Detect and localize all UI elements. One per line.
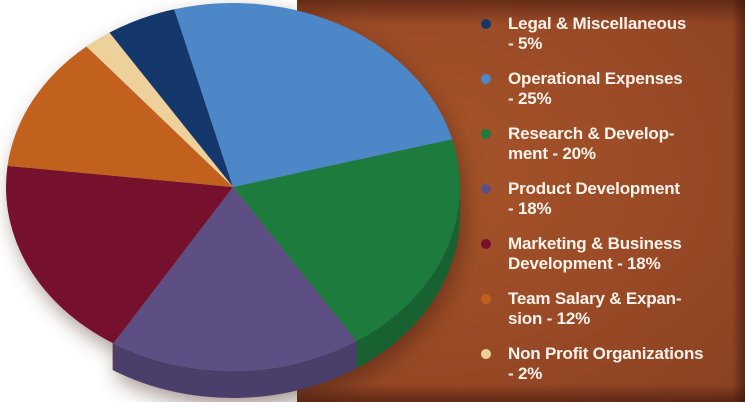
legend-label: - 25% [508,89,552,108]
legend-label: Non Profit Organizations [508,344,704,363]
pie-slice [113,187,357,371]
legend-marker-dot [481,74,491,84]
pie-slice [5,165,233,344]
pie-slice [174,3,453,188]
legend-label: Research & Develop- [508,124,675,143]
legend-label: Development - 18% [508,254,661,273]
legend-label: Legal & Miscellaneous [508,14,687,33]
legend-label: sion - 12% [508,309,591,328]
legend-item: Marketing & Business Development - 18% [481,234,733,274]
pie-slice [86,32,233,187]
legend-item: Product Development - 18% [481,179,733,219]
legend-item: Legal & Miscellaneous - 5% [481,14,733,54]
pie-slice-side [112,343,114,371]
pie-slice [233,139,460,342]
legend-marker-dot [481,349,491,359]
legend-label: ment - 20% [508,144,596,163]
pie-slice-side [356,187,460,369]
legend-item: Research & Develop-ment - 20% [481,124,733,164]
legend-label: Product Development [508,179,680,198]
legend-marker-dot [481,129,491,139]
legend-marker-dot [481,294,491,304]
pie-slice [109,9,233,187]
chart-legend: Legal & Miscellaneous - 5% Operational Exp… [481,14,733,399]
pie-slice [7,46,234,187]
legend-marker-dot [481,184,491,194]
legend-label: - 2% [508,364,543,383]
pie-slice-side [113,341,357,398]
legend-label: - 18% [508,199,552,218]
legend-item: Team Salary & Expan-sion - 12% [481,289,733,329]
legend-label: Marketing & Business [508,234,682,253]
legend-label: - 5% [508,34,543,53]
legend-item: Non Profit Organizations - 2% [481,344,733,384]
legend-marker-dot [481,239,491,249]
legend-marker-dot [481,19,491,29]
legend-item: Operational Expenses - 25% [481,69,733,109]
legend-label: Team Salary & Expan- [508,289,682,308]
legend-label: Operational Expenses [508,69,683,88]
